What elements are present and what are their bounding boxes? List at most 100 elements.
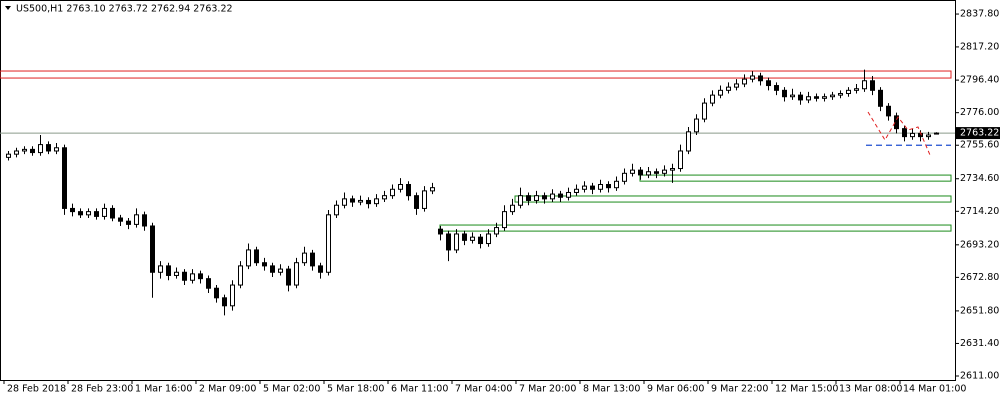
x-tick-label: 14 Mar 01:00 (903, 384, 966, 395)
y-tick-label: 2837.80 (960, 9, 999, 20)
candle-body (6, 153, 11, 158)
x-tick-label: 9 Mar 06:00 (647, 384, 704, 395)
candle-body (526, 195, 531, 201)
candle-body (78, 211, 83, 216)
candle-body (606, 183, 611, 189)
x-tick-label: 5 Mar 18:00 (327, 384, 384, 395)
price-label-box (956, 127, 1000, 140)
candle-body (70, 207, 75, 213)
candle-body (406, 183, 411, 197)
candle-body (798, 94, 803, 101)
candle-body (262, 262, 267, 267)
candle-body (854, 88, 859, 91)
candle-body (478, 236, 483, 245)
candle-body (310, 252, 315, 267)
candle-body (110, 207, 115, 219)
candle-body (334, 204, 339, 216)
menu-arrow[interactable] (5, 6, 11, 10)
candle-body (646, 171, 651, 176)
candle-body (294, 262, 299, 286)
x-tick-label: 9 Mar 22:00 (711, 384, 768, 395)
candle-body (254, 249, 259, 264)
candle-body (22, 148, 27, 152)
candle-body (62, 147, 67, 209)
candle-body (438, 228, 443, 235)
candle-body (670, 168, 675, 171)
x-tick-label: 7 Mar 04:00 (455, 384, 512, 395)
candle-body (390, 188, 395, 197)
candle-body (806, 96, 811, 101)
candle-body (278, 268, 283, 273)
candle-body (174, 271, 179, 276)
y-tick-label: 2672.80 (960, 272, 999, 283)
candle-body (710, 94, 715, 104)
candle-body (654, 171, 659, 174)
candle-body (534, 195, 539, 201)
y-tick-label: 2631.40 (960, 338, 999, 349)
candle-body (734, 83, 739, 88)
candle-body (638, 169, 643, 176)
candle-body (150, 225, 155, 273)
candle-body (838, 93, 843, 96)
candle-body (38, 144, 43, 154)
candle-body (246, 249, 251, 267)
candle-body (566, 191, 571, 198)
candle-body (86, 211, 91, 216)
candle-body (214, 287, 219, 299)
candle-body (350, 198, 355, 203)
y-tick-label: 2693.20 (960, 239, 999, 250)
candle-body (446, 233, 451, 251)
candle-body (662, 169, 667, 174)
candle-body (846, 89, 851, 95)
candle-body (694, 118, 699, 133)
x-tick-label: 28 Feb 2018 (7, 384, 66, 395)
y-tick-label: 2776.00 (960, 107, 999, 118)
candle-body (878, 89, 883, 107)
candle-body (902, 128, 907, 138)
candle-body (182, 271, 187, 281)
candle-body (158, 265, 163, 273)
candle-body (342, 198, 347, 206)
candle-body (230, 284, 235, 307)
candle-body (574, 188, 579, 193)
candle-body (302, 252, 307, 264)
y-tick-label: 2817.20 (960, 41, 999, 52)
candle-body (358, 199, 363, 203)
candle-body (486, 233, 491, 245)
candle-body (558, 193, 563, 198)
candle-body (454, 233, 459, 251)
candle-body (494, 227, 499, 235)
x-tick-label: 7 Mar 20:00 (519, 384, 576, 395)
chart-title: US500,H1 2763.10 2763.72 2762.94 2763.22 (16, 4, 233, 15)
x-tick-label: 5 Mar 02:00 (263, 384, 320, 395)
price-label: 2763.22 (960, 128, 999, 139)
y-tick-label: 2714.20 (960, 206, 999, 217)
candle-body (630, 169, 635, 174)
candle-body (830, 94, 835, 98)
candle-body (590, 185, 595, 190)
candle-body (550, 193, 555, 200)
candle-body (398, 183, 403, 190)
candle-body (614, 180, 619, 189)
candle-body (286, 268, 291, 286)
candle-body (542, 195, 547, 200)
candle-body (462, 233, 467, 241)
candle-body (502, 211, 507, 229)
candle-body (382, 195, 387, 200)
candles (6, 69, 939, 316)
zone (0, 70, 952, 79)
candle-body (166, 265, 171, 276)
candle-body (822, 96, 827, 99)
y-tick-label: 2796.40 (960, 75, 999, 86)
candle-body (422, 190, 427, 209)
candle-body (190, 273, 195, 281)
candle-body (790, 94, 795, 98)
candle-body (598, 183, 603, 190)
candle-body (374, 198, 379, 205)
plot-frame (0, 0, 956, 381)
candle-body (326, 214, 331, 273)
candle-body (886, 105, 891, 117)
candle-body (758, 75, 763, 82)
candle-body (582, 185, 587, 190)
